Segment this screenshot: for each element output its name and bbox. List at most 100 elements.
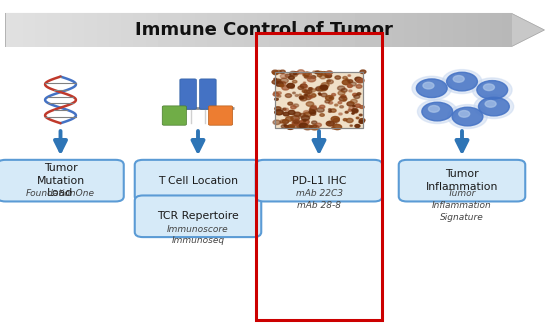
Circle shape	[280, 122, 282, 123]
Circle shape	[343, 99, 346, 101]
Circle shape	[274, 78, 277, 80]
Text: Tumor
Inflammation
Signature: Tumor Inflammation Signature	[432, 189, 492, 221]
Circle shape	[334, 122, 337, 124]
Circle shape	[280, 70, 285, 74]
Circle shape	[310, 110, 316, 114]
Circle shape	[303, 120, 306, 122]
Circle shape	[311, 112, 316, 115]
Circle shape	[309, 110, 315, 114]
Circle shape	[353, 110, 358, 113]
FancyBboxPatch shape	[162, 106, 186, 125]
Circle shape	[278, 95, 281, 97]
Circle shape	[285, 74, 290, 77]
Circle shape	[319, 94, 322, 96]
Text: FoundationOne: FoundationOne	[26, 189, 95, 198]
Circle shape	[339, 96, 347, 101]
Circle shape	[341, 89, 347, 92]
Circle shape	[333, 125, 342, 130]
Circle shape	[338, 86, 345, 90]
Text: Tumor
Inflammation: Tumor Inflammation	[426, 169, 498, 192]
Bar	[275, 72, 363, 128]
Circle shape	[352, 109, 358, 112]
Text: PD-L1 IHC: PD-L1 IHC	[292, 175, 346, 186]
Circle shape	[293, 123, 297, 125]
Circle shape	[459, 111, 470, 117]
Circle shape	[319, 86, 327, 91]
Circle shape	[272, 80, 279, 84]
Text: Tumor
Mutation
Load: Tumor Mutation Load	[36, 163, 85, 198]
Circle shape	[317, 74, 322, 77]
Circle shape	[295, 95, 299, 97]
Circle shape	[356, 78, 363, 83]
Circle shape	[331, 117, 339, 122]
Circle shape	[280, 82, 286, 85]
Circle shape	[290, 86, 294, 89]
Circle shape	[294, 73, 296, 74]
Circle shape	[299, 96, 305, 99]
Circle shape	[301, 116, 310, 121]
Circle shape	[312, 121, 317, 124]
Circle shape	[275, 110, 283, 115]
FancyBboxPatch shape	[256, 160, 382, 201]
Circle shape	[301, 119, 309, 124]
Circle shape	[274, 92, 277, 94]
Circle shape	[291, 116, 299, 121]
Circle shape	[297, 124, 303, 128]
Circle shape	[272, 70, 278, 74]
Circle shape	[276, 70, 282, 74]
Circle shape	[293, 80, 297, 83]
Circle shape	[299, 114, 305, 117]
Circle shape	[309, 96, 312, 98]
Circle shape	[302, 90, 307, 93]
Circle shape	[324, 72, 327, 74]
Circle shape	[348, 109, 351, 111]
Circle shape	[304, 90, 310, 94]
Circle shape	[310, 109, 312, 111]
Circle shape	[311, 105, 316, 109]
Circle shape	[342, 80, 350, 85]
Circle shape	[310, 88, 313, 90]
Circle shape	[338, 102, 342, 104]
Circle shape	[343, 77, 347, 79]
Circle shape	[313, 71, 316, 73]
Circle shape	[346, 119, 353, 123]
Circle shape	[298, 86, 304, 90]
Circle shape	[311, 94, 316, 97]
Circle shape	[285, 94, 292, 98]
Circle shape	[284, 125, 287, 126]
Circle shape	[305, 96, 311, 100]
Circle shape	[353, 106, 355, 107]
Circle shape	[294, 72, 299, 75]
Circle shape	[341, 95, 346, 98]
Circle shape	[287, 125, 294, 130]
FancyBboxPatch shape	[208, 106, 233, 125]
Circle shape	[291, 106, 296, 109]
Circle shape	[326, 71, 332, 75]
Circle shape	[284, 108, 289, 111]
Circle shape	[318, 93, 321, 94]
Circle shape	[332, 127, 335, 129]
Circle shape	[331, 109, 336, 112]
Circle shape	[276, 82, 283, 86]
Circle shape	[321, 93, 327, 97]
Circle shape	[289, 125, 294, 128]
FancyBboxPatch shape	[135, 160, 261, 201]
Circle shape	[305, 72, 311, 77]
Circle shape	[311, 76, 316, 78]
Circle shape	[325, 100, 330, 103]
Circle shape	[313, 125, 317, 128]
Circle shape	[293, 104, 299, 107]
Circle shape	[333, 119, 339, 122]
Circle shape	[328, 122, 331, 123]
FancyBboxPatch shape	[200, 79, 216, 109]
Circle shape	[274, 98, 278, 100]
Circle shape	[360, 106, 364, 109]
Circle shape	[356, 117, 359, 119]
Circle shape	[338, 91, 345, 95]
Circle shape	[303, 72, 310, 76]
Circle shape	[280, 78, 288, 83]
Circle shape	[315, 71, 320, 74]
Text: Immune Control of Tumor: Immune Control of Tumor	[135, 21, 393, 39]
Circle shape	[357, 93, 361, 95]
Circle shape	[294, 122, 298, 124]
